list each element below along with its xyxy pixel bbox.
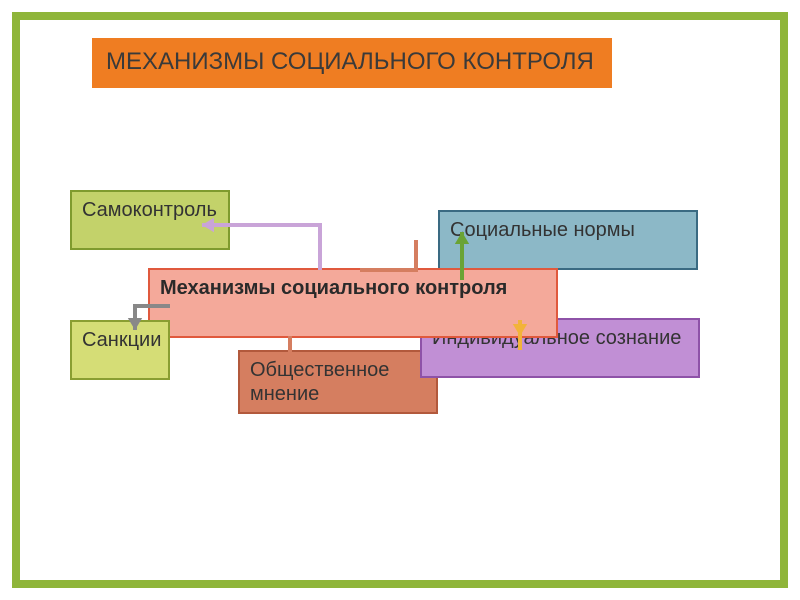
diagram-canvas: МЕХАНИЗМЫ СОЦИАЛЬНОГО КОНТРОЛЯ Механизмы… (20, 20, 780, 580)
outer-frame: МЕХАНИЗМЫ СОЦИАЛЬНОГО КОНТРОЛЯ Механизмы… (12, 12, 788, 588)
center-label: Механизмы социального контроля (160, 277, 507, 299)
node-label: Общественное мнение (250, 359, 389, 405)
node-socialnorms: Социальные нормы (438, 210, 698, 270)
node-selfcontrol: Самоконтроль (70, 190, 230, 250)
title-text: МЕХАНИЗМЫ СОЦИАЛЬНОГО КОНТРОЛЯ (106, 48, 594, 75)
diagram-title: МЕХАНИЗМЫ СОЦИАЛЬНОГО КОНТРОЛЯ (92, 38, 612, 88)
node-publicopinion: Общественное мнение (238, 350, 438, 414)
node-sanctions: Санкции (70, 320, 170, 380)
node-label: Санкции (82, 329, 161, 351)
node-label: Социальные нормы (450, 219, 635, 241)
node-label: Самоконтроль (82, 199, 217, 221)
center-box: Механизмы социального контроля (148, 268, 558, 338)
